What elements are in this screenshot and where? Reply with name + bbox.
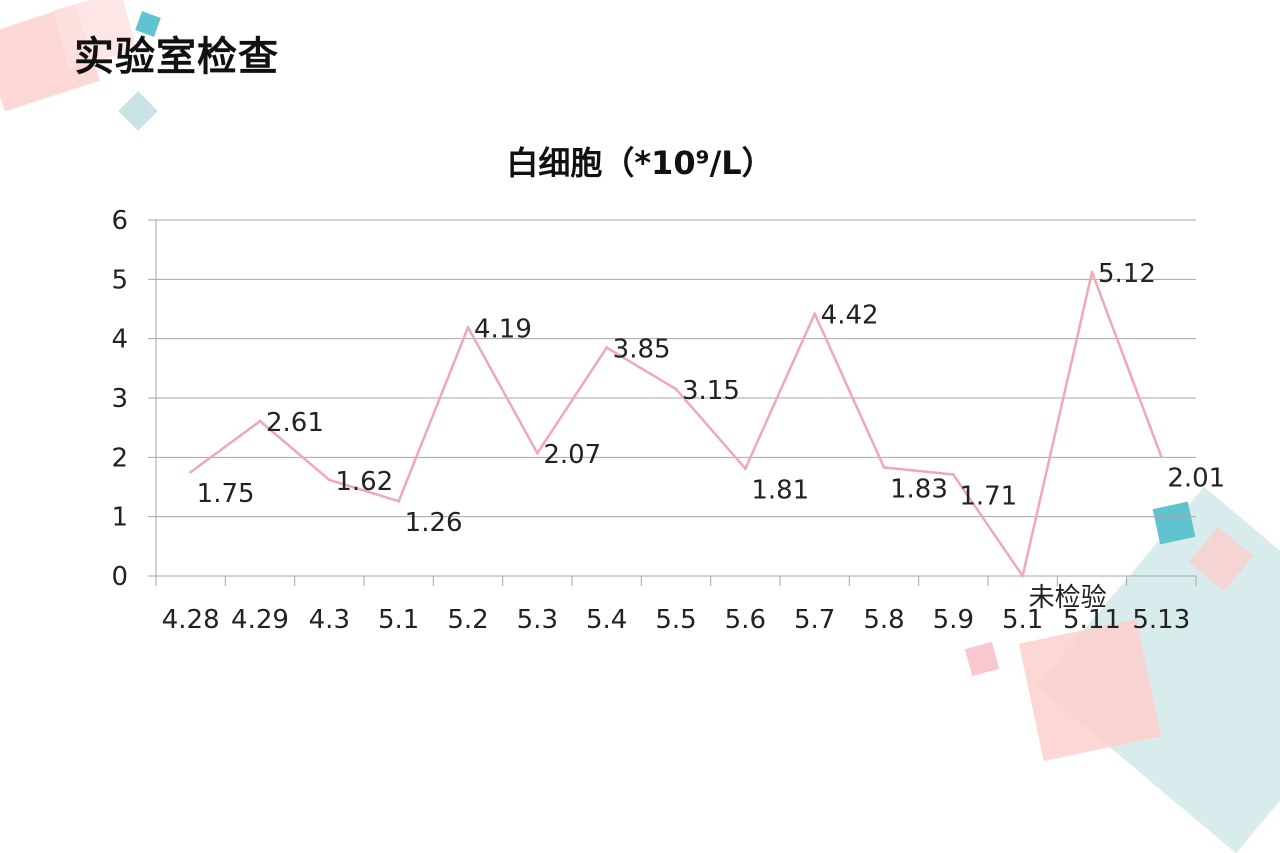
x-tick-label-4: 5.2	[447, 605, 488, 635]
data-point-7	[674, 387, 678, 391]
y-tick-label-1: 1	[111, 503, 128, 533]
y-tick-label-2: 2	[111, 443, 128, 473]
data-label-5: 2.07	[543, 440, 601, 470]
x-tick-label-2: 4.3	[309, 605, 350, 635]
x-tick-label-13: 5.11	[1063, 605, 1121, 635]
x-tick-label-5: 5.3	[517, 605, 558, 635]
x-tick-label-8: 5.6	[725, 605, 766, 635]
data-point-5	[535, 451, 539, 455]
data-point-12	[1021, 574, 1025, 578]
y-tick-label-0: 0	[111, 562, 128, 592]
wbc-line-chart: 0 1 2 3 4 5 6 4.28 4.29 4.3 5.1 5.2 5.3 5.4 5.5 5.6 5.7 5…	[111, 206, 1225, 635]
data-point-6	[605, 346, 609, 350]
data-label-10: 1.83	[890, 474, 948, 504]
data-point-11	[951, 473, 955, 477]
x-tick-label-9: 5.7	[794, 605, 835, 635]
data-label-9: 4.42	[821, 301, 879, 331]
x-tick-label-0: 4.28	[162, 605, 220, 635]
x-tick-label-10: 5.8	[863, 605, 904, 635]
data-point-2	[327, 478, 331, 482]
data-label-6: 3.85	[613, 335, 671, 365]
data-point-13	[1090, 270, 1094, 274]
data-label-8: 1.81	[751, 476, 809, 506]
data-label-3: 1.26	[405, 508, 463, 538]
x-tick-label-7: 5.5	[655, 605, 696, 635]
data-label-12: 未检验	[1029, 583, 1107, 613]
data-point-3	[397, 499, 401, 503]
data-label-4: 4.19	[474, 314, 532, 344]
chart-title: 白细胞（*10⁹/L）	[506, 144, 774, 182]
data-point-10	[882, 465, 886, 469]
x-tick-label-3: 5.1	[378, 605, 419, 635]
data-point-14	[1159, 455, 1163, 459]
y-tick-label-6: 6	[111, 206, 128, 236]
wbc-series-line	[189, 270, 1163, 578]
data-point-8	[743, 467, 747, 471]
x-tick-label-1: 4.29	[231, 605, 289, 635]
x-tick-label-6: 5.4	[586, 605, 627, 635]
y-tick-label-4: 4	[111, 325, 128, 355]
data-label-14: 2.01	[1167, 464, 1225, 494]
x-tick-label-12: 5.1	[1002, 605, 1043, 635]
data-point-9	[813, 312, 817, 316]
data-point-0	[189, 470, 193, 474]
x-tick-label-14: 5.13	[1132, 605, 1190, 635]
data-label-7: 3.15	[682, 376, 740, 406]
data-point-4	[466, 325, 470, 329]
data-label-1: 2.61	[266, 408, 324, 438]
y-tick-label-5: 5	[111, 265, 128, 295]
data-label-2: 1.62	[335, 467, 393, 497]
data-label-0: 1.75	[197, 479, 255, 509]
data-point-1	[258, 419, 262, 423]
data-label-13: 5.12	[1098, 259, 1156, 289]
y-tick-label-3: 3	[111, 384, 128, 414]
x-tick-label-11: 5.9	[933, 605, 974, 635]
data-label-11: 1.71	[959, 482, 1017, 512]
page-title: 实验室检查	[74, 34, 279, 80]
